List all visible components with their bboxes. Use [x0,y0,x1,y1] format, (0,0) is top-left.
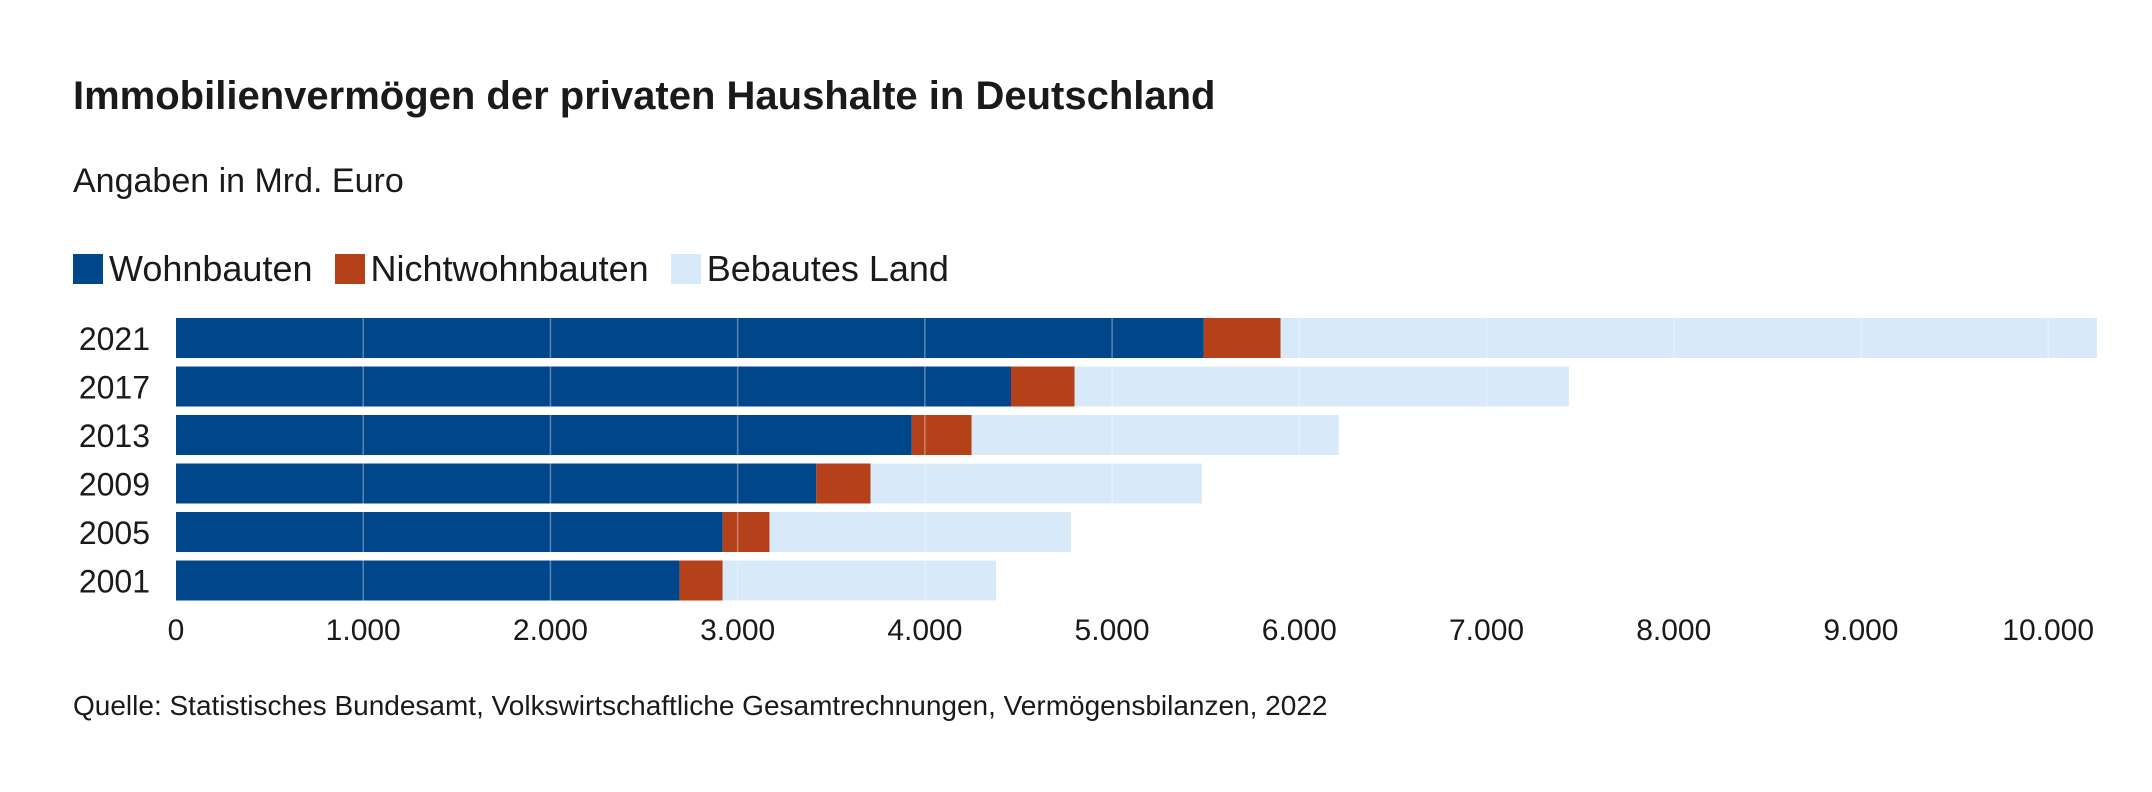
gridlines [362,318,2049,601]
y-tick-label: 2005 [79,515,150,551]
x-tick-label: 2.000 [513,614,588,647]
legend-item-nichtwohnbauten: Nichtwohnbauten [334,248,649,290]
bar-2009-bebautes-land [870,463,1202,504]
x-tick-label: 6.000 [1262,614,1337,647]
legend-swatch-wohnbauten [73,254,103,284]
x-tick-label: 4.000 [887,614,962,647]
x-tick-label: 1.000 [326,614,401,647]
legend-swatch-nichtwohnbauten [334,254,365,284]
bar-2005-nichtwohnbauten [722,512,770,552]
bar-2013-wohnbauten [176,415,912,455]
bar-2017-wohnbauten [176,366,1011,407]
y-tick-label: 2021 [79,321,150,357]
legend: Wohnbauten Nichtwohnbauten Bebautes Land [73,248,971,290]
bar-2021-bebautes-land [1280,318,2097,358]
bar-2021-wohnbauten [176,318,1204,358]
bar-2021-nichtwohnbauten [1203,318,1281,358]
legend-label-nichtwohnbauten: Nichtwohnbauten [370,248,649,289]
bar-2017-bebautes-land [1074,366,1569,407]
bar-2005-wohnbauten [176,512,723,552]
y-tick-label: 2001 [79,564,150,600]
x-tick-label: 8.000 [1636,614,1711,647]
source-note: Quelle: Statistisches Bundesamt, Volkswi… [73,690,1328,721]
y-tick-label: 2017 [79,370,150,406]
bar-2001-bebautes-land [722,560,997,601]
x-tick-label: 3.000 [700,614,775,647]
bar-2009-wohnbauten [176,463,817,504]
x-tick-label: 5.000 [1075,614,1150,647]
legend-label-bebautes-land: Bebautes Land [706,248,949,289]
bars [176,318,2097,601]
chart-subtitle: Angaben in Mrd. Euro [73,162,404,200]
bar-2005-bebautes-land [769,512,1071,552]
x-tick-label: 7.000 [1449,614,1524,647]
bar-2017-nichtwohnbauten [1010,366,1075,407]
legend-item-bebautes-land: Bebautes Land [670,248,949,290]
x-tick-label: 9.000 [1823,614,1898,647]
bar-2009-nichtwohnbauten [816,463,871,504]
bar-2013-nichtwohnbauten [911,415,972,455]
bar-2001-nichtwohnbauten [679,560,723,601]
legend-item-wohnbauten: Wohnbauten [73,248,313,290]
y-tick-label: 2013 [79,418,150,454]
chart-title: Immobilienvermögen der privaten Haushalt… [73,74,1216,118]
x-tick-label: 10.000 [2002,614,2094,647]
x-tick-label: 0 [168,614,185,647]
bar-2013-bebautes-land [971,415,1339,455]
y-tick-label: 2009 [79,467,150,503]
bar-2001-wohnbauten [176,560,680,601]
legend-label-wohnbauten: Wohnbauten [109,248,313,289]
legend-swatch-bebautes-land [670,254,701,284]
